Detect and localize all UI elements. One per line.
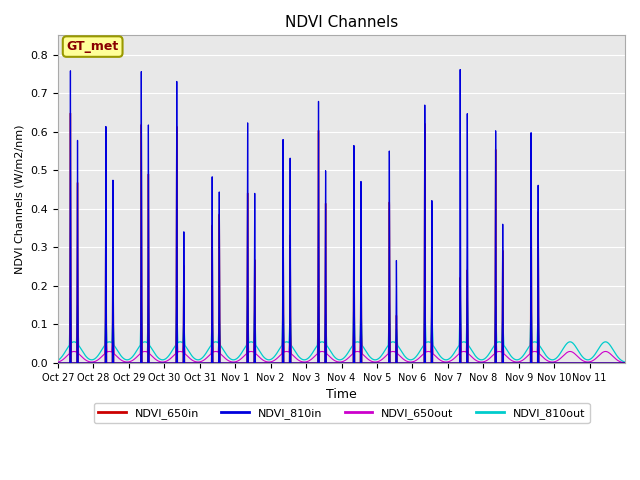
NDVI_810in bbox=[390, 360, 397, 366]
NDVI_650in bbox=[621, 360, 629, 366]
NDVI_650out bbox=[505, 355, 513, 361]
NDVI_650out bbox=[83, 358, 90, 363]
NDVI_650in bbox=[415, 360, 422, 366]
Text: GT_met: GT_met bbox=[67, 40, 119, 53]
NDVI_650out bbox=[259, 358, 267, 363]
NDVI_650in bbox=[475, 360, 483, 366]
NDVI_810in bbox=[621, 360, 629, 366]
NDVI_810in bbox=[456, 67, 464, 72]
Title: NDVI Channels: NDVI Channels bbox=[285, 15, 398, 30]
NDVI_810out bbox=[390, 339, 397, 345]
NDVI_650in bbox=[505, 360, 513, 366]
NDVI_810out bbox=[415, 351, 422, 357]
NDVI_650out bbox=[475, 359, 483, 364]
NDVI_650in bbox=[390, 360, 397, 366]
Line: NDVI_810in: NDVI_810in bbox=[58, 70, 625, 363]
NDVI_650in bbox=[67, 110, 74, 116]
NDVI_650in bbox=[83, 360, 90, 366]
Legend: NDVI_650in, NDVI_810in, NDVI_650out, NDVI_810out: NDVI_650in, NDVI_810in, NDVI_650out, NDV… bbox=[93, 403, 589, 423]
NDVI_810out bbox=[475, 356, 483, 362]
NDVI_810out bbox=[621, 359, 629, 365]
Line: NDVI_650out: NDVI_650out bbox=[58, 315, 625, 363]
X-axis label: Time: Time bbox=[326, 388, 357, 401]
Line: NDVI_650in: NDVI_650in bbox=[58, 113, 625, 363]
NDVI_650in bbox=[260, 360, 268, 366]
NDVI_650out bbox=[621, 360, 629, 366]
NDVI_810out bbox=[83, 354, 90, 360]
NDVI_650out bbox=[54, 359, 62, 365]
NDVI_650out bbox=[456, 312, 464, 318]
NDVI_650out bbox=[415, 356, 422, 362]
NDVI_810out bbox=[456, 292, 464, 298]
NDVI_810in bbox=[505, 360, 513, 366]
NDVI_810in bbox=[83, 360, 90, 366]
NDVI_810in bbox=[415, 360, 422, 366]
NDVI_810out bbox=[505, 350, 513, 356]
Y-axis label: NDVI Channels (W/m2/nm): NDVI Channels (W/m2/nm) bbox=[15, 124, 25, 274]
NDVI_650in bbox=[54, 360, 62, 366]
Line: NDVI_810out: NDVI_810out bbox=[58, 295, 625, 362]
NDVI_810in bbox=[54, 360, 62, 366]
NDVI_810out bbox=[54, 358, 62, 363]
NDVI_810in bbox=[259, 360, 267, 366]
NDVI_650out bbox=[390, 348, 397, 354]
NDVI_810in bbox=[475, 360, 483, 366]
NDVI_810out bbox=[259, 354, 267, 360]
